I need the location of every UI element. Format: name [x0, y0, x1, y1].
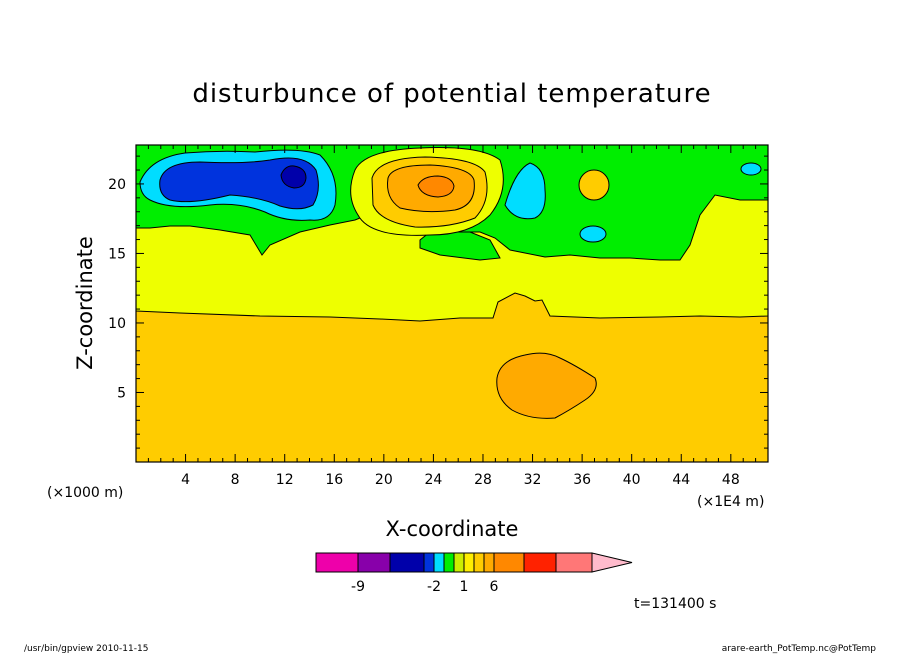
x-axis-title: X-coordinate [386, 517, 519, 541]
y-tick-label: 10 [108, 316, 126, 332]
colorbar-arrow [591, 552, 633, 573]
fill-warm-core-3 [417, 175, 455, 198]
colorbar-box [463, 552, 475, 573]
y-tick-label: 5 [117, 385, 126, 401]
footer-right: arare-earth_PotTemp.nc@PotTemp [722, 644, 877, 654]
x-tick-label: 28 [474, 472, 492, 488]
colorbar-box [357, 552, 391, 573]
colorbar-box [423, 552, 435, 573]
x-tick-label: 4 [181, 472, 190, 488]
colorbar-box [473, 552, 485, 573]
fill-cold-mid [159, 157, 319, 210]
colorbar-label: 1 [460, 579, 469, 595]
colorbar: -9 -2 1 6 [315, 552, 633, 595]
colorbar-label: -2 [427, 579, 441, 595]
x-tick-label: 36 [573, 472, 591, 488]
colorbar-box [523, 552, 557, 573]
colorbar-box [493, 552, 525, 573]
x-tick-label: 16 [325, 472, 343, 488]
x-tick-label: 40 [623, 472, 641, 488]
colorbar-box [389, 552, 425, 573]
y-tick-label: 20 [108, 177, 126, 193]
x-axis: 4 8 12 16 20 24 28 32 36 40 44 48 [147, 145, 757, 488]
fill-cold-inner [280, 165, 307, 189]
fill-cyan-blob-a [504, 162, 546, 220]
colorbar-box [315, 552, 359, 573]
plot-frame [135, 144, 769, 463]
fill-cyan-blob-b [579, 225, 607, 243]
fill-warm-bubble [578, 169, 610, 201]
chart-title: disturbunce of potential temperature [192, 79, 711, 109]
x-tick-label: 44 [672, 472, 690, 488]
fill-cyan-blob-c [740, 162, 762, 176]
colorbar-label: 6 [490, 579, 499, 595]
colorbar-label: -9 [351, 579, 365, 595]
x-tick-label: 8 [231, 472, 240, 488]
colorbar-box [433, 552, 445, 573]
contour-plot [136, 145, 768, 462]
x-tick-label: 20 [375, 472, 393, 488]
footer-left: /usr/bin/gpview 2010-11-15 [24, 644, 148, 654]
fill-low-anomaly [496, 352, 597, 419]
x-tick-label: 32 [524, 472, 542, 488]
colorbar-box [443, 552, 455, 573]
y-tick-label: 15 [108, 246, 126, 262]
x-unit-left: (×1000 m) [47, 485, 123, 501]
y-axis-title: Z-coordinate [73, 236, 97, 370]
colorbar-box [483, 552, 495, 573]
x-tick-label: 48 [722, 472, 740, 488]
time-label: t=131400 s [634, 596, 716, 612]
colorbar-box [453, 552, 465, 573]
y-axis: 5 10 15 20 [108, 155, 768, 449]
x-tick-label: 12 [276, 472, 294, 488]
colorbar-box [555, 552, 593, 573]
x-unit-right: (×1E4 m) [697, 494, 764, 510]
x-tick-label: 24 [424, 472, 442, 488]
